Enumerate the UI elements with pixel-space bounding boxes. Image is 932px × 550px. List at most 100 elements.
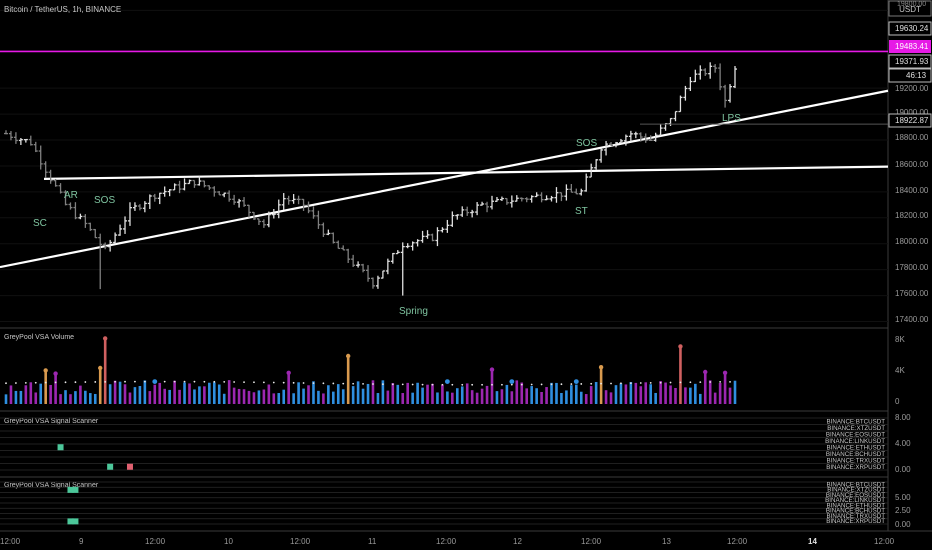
volume-bar bbox=[644, 382, 648, 404]
volume-bar bbox=[520, 382, 524, 404]
scanner1-grid bbox=[0, 417, 888, 471]
price-bar bbox=[485, 201, 490, 213]
price-bar bbox=[137, 204, 142, 211]
volume-bar bbox=[698, 393, 702, 404]
volume-bar bbox=[465, 383, 469, 404]
price-bar bbox=[157, 192, 162, 205]
time-label: 12:00 bbox=[436, 537, 457, 546]
price-bar bbox=[549, 195, 554, 202]
time-label: 11 bbox=[368, 537, 377, 546]
price-bar bbox=[197, 176, 202, 186]
price-bar bbox=[162, 186, 167, 197]
price-bar bbox=[266, 211, 271, 228]
volume-average-dot bbox=[530, 383, 533, 386]
countdown-badge-text: 46:13 bbox=[906, 71, 927, 80]
volume-bar bbox=[703, 372, 707, 404]
volume-bar bbox=[282, 389, 286, 404]
volume-tick: 0 bbox=[895, 397, 900, 406]
scanner-symbol-label: BINANCE:TRXUSDT bbox=[827, 513, 886, 520]
time-label: 12:00 bbox=[0, 537, 21, 546]
price-bar bbox=[63, 190, 68, 206]
price-bar bbox=[172, 183, 177, 191]
volume-bar bbox=[247, 390, 251, 404]
price-bar bbox=[207, 185, 212, 190]
time-label: 12 bbox=[513, 537, 522, 546]
price-bar bbox=[83, 214, 88, 228]
symbol-title: Bitcoin / TetherUS, 1h, BINANCE bbox=[4, 5, 121, 14]
price-bar bbox=[688, 76, 693, 92]
price-bar bbox=[177, 180, 182, 194]
price-bar bbox=[4, 130, 8, 135]
price-bar bbox=[589, 163, 594, 178]
volume-average-dot bbox=[520, 383, 523, 386]
volume-average-dot bbox=[391, 383, 394, 386]
volume-bar bbox=[540, 391, 543, 404]
volume-bar bbox=[93, 393, 97, 404]
price-bar bbox=[192, 179, 197, 188]
price-bar bbox=[648, 135, 653, 141]
price-bar bbox=[544, 195, 549, 201]
volume-bar bbox=[441, 384, 444, 404]
price-bar bbox=[118, 224, 123, 236]
volume-bar bbox=[208, 382, 211, 404]
volume-bar bbox=[436, 392, 439, 404]
price-tick: 17800.00 bbox=[895, 263, 929, 272]
volume-average-dot bbox=[719, 381, 722, 383]
volume-average-dot bbox=[381, 383, 384, 386]
scanner-symbol-label: BINANCE:LINKUSDT bbox=[825, 438, 885, 445]
volume-average-dot bbox=[570, 383, 573, 385]
volume-bar bbox=[103, 338, 107, 404]
volume-bar bbox=[679, 346, 682, 404]
annotation-lps: LPS bbox=[722, 113, 741, 124]
scanner-symbol-label: BINANCE:EOSUSDT bbox=[826, 492, 885, 499]
volume-bar bbox=[594, 381, 598, 404]
volume-bar bbox=[446, 391, 449, 404]
price-bar bbox=[539, 192, 544, 203]
price-bar bbox=[167, 189, 172, 197]
volume-bar bbox=[649, 384, 652, 404]
price-bar bbox=[8, 131, 13, 141]
price-bar bbox=[286, 195, 291, 205]
volume-bar bbox=[361, 388, 365, 404]
volume-bar bbox=[381, 380, 385, 404]
volume-signal-dot bbox=[152, 379, 158, 384]
volume-average-dot bbox=[352, 382, 355, 385]
volume-bar bbox=[327, 385, 330, 404]
volume-average-dot bbox=[451, 383, 454, 386]
volume-bar bbox=[312, 381, 315, 404]
price-bar bbox=[475, 202, 480, 216]
volume-bar bbox=[4, 394, 8, 404]
price-bar bbox=[623, 134, 628, 146]
price-bar bbox=[564, 184, 569, 201]
volume-bar bbox=[19, 390, 23, 404]
price-bar bbox=[460, 206, 465, 217]
price-bar bbox=[256, 218, 261, 225]
volume-bar bbox=[188, 383, 191, 404]
volume-bar bbox=[252, 392, 256, 404]
volume-bar bbox=[34, 392, 38, 404]
scanner-symbol-label: BINANCE:XRPUSDT bbox=[826, 518, 885, 525]
price-bar bbox=[519, 197, 524, 202]
price-bar bbox=[251, 211, 256, 220]
price-bar bbox=[380, 270, 385, 279]
volume-bar bbox=[322, 393, 325, 404]
price-bar bbox=[366, 265, 371, 282]
price-bar bbox=[410, 241, 415, 251]
volume-bar bbox=[232, 387, 236, 404]
scanner-symbol-label: BINANCE:XTZUSDT bbox=[827, 425, 885, 432]
price-bar bbox=[465, 206, 470, 216]
volume-spike-marker bbox=[678, 344, 683, 349]
volume-average-dot bbox=[302, 382, 305, 384]
price-axis[interactable]: USDT 19200.00 19000.00 18800.00 18600.00… bbox=[888, 0, 932, 324]
volume-bar bbox=[341, 389, 345, 404]
price-bar bbox=[33, 141, 38, 153]
volume-bar bbox=[222, 393, 226, 404]
volume-bar bbox=[604, 390, 608, 404]
scanner2-symbols: BINANCE:BTCUSDTBINANCE:XTZUSDTBINANCE:EO… bbox=[825, 481, 885, 525]
time-axis[interactable]: 12:00 9 12:00 10 12:00 11 12:00 12 12:00… bbox=[0, 537, 895, 546]
time-label: 12:00 bbox=[290, 537, 311, 546]
volume-bar bbox=[664, 382, 667, 404]
price-tick: 18800.00 bbox=[895, 133, 929, 142]
price-bar bbox=[331, 232, 336, 244]
